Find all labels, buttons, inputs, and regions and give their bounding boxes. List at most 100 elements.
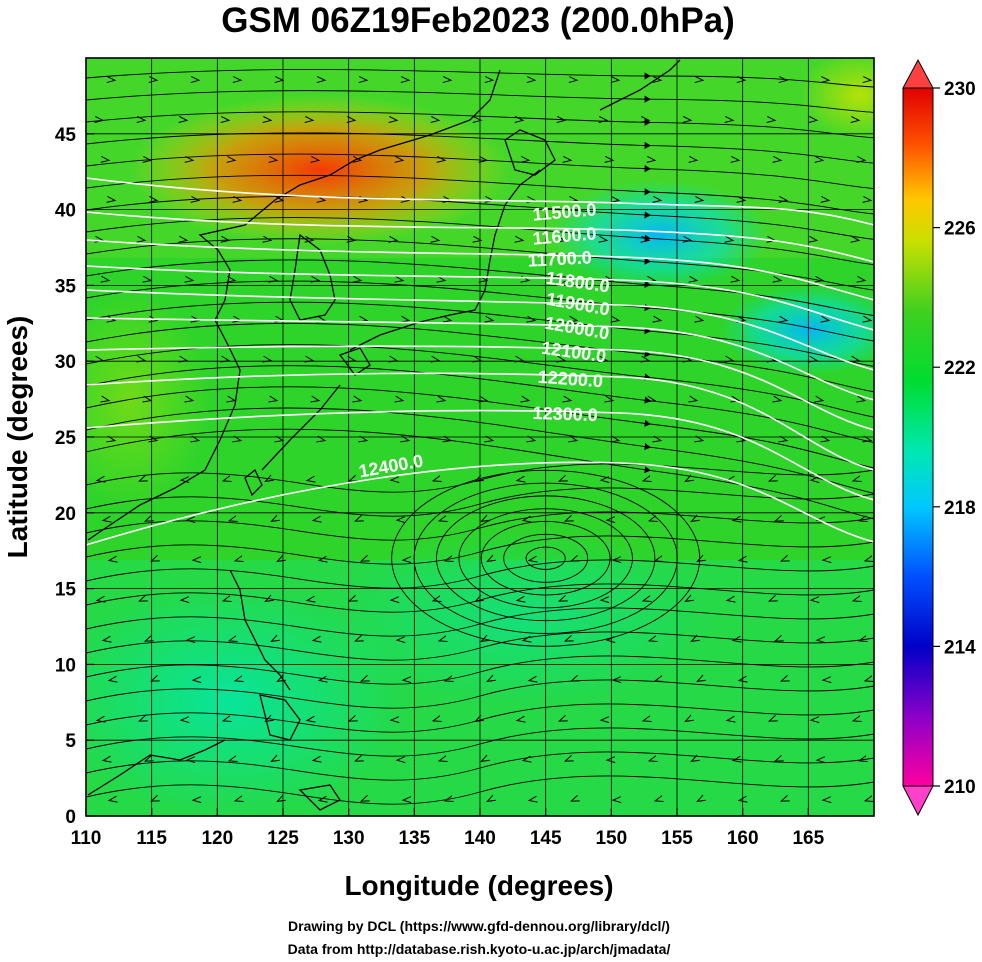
wind-arrow [736, 76, 747, 84]
streamline-swirl [480, 521, 611, 596]
wind-arrow [431, 475, 442, 483]
coastline-hokkaido [504, 129, 556, 176]
wind-arrow [598, 355, 609, 363]
wind-arrow [443, 675, 454, 683]
y-tick-label: 5 [65, 731, 76, 752]
wind-arrow [731, 515, 742, 523]
wind-arrow [778, 76, 789, 84]
wind-arrow [442, 315, 453, 323]
wind-arrow [185, 516, 196, 524]
wind-arrow [562, 156, 573, 163]
streamline [86, 280, 874, 342]
wind-arrow [694, 76, 705, 84]
wind-arrow [437, 755, 448, 763]
height-contour-line [86, 372, 874, 471]
wind-arrow [232, 195, 243, 203]
y-tick-label: 35 [55, 276, 77, 297]
y-tick-label: 30 [55, 352, 76, 373]
wind-arrow [136, 355, 147, 363]
streamline [86, 775, 874, 805]
wind-arrow [563, 634, 574, 642]
colorbar-tick-label: 230 [944, 79, 976, 100]
wind-arrow [107, 555, 118, 563]
streamline [86, 631, 874, 661]
wind-arrow [515, 595, 526, 603]
plot-area: 11500.011600.011700.011800.011900.012000… [86, 58, 874, 816]
wind-arrow [515, 475, 526, 483]
wind-arrow [304, 116, 315, 123]
y-tick-label: 10 [55, 655, 76, 676]
x-tick-label: 110 [71, 828, 102, 849]
wind-arrow [185, 636, 196, 644]
wind-arrow [526, 76, 537, 84]
wind-arrow [232, 76, 243, 84]
wind-arrow [652, 76, 663, 84]
wind-arrow [815, 756, 826, 764]
wind-arrow [724, 355, 735, 363]
wind-arrow [814, 395, 825, 403]
wind-arrow [863, 795, 874, 803]
wind-arrow [480, 754, 490, 763]
wind-arrow [436, 275, 447, 283]
wind-arrow [106, 435, 117, 443]
wind-arrow [527, 795, 538, 803]
wind-arrow [431, 715, 442, 723]
y-axis-title: Latitude (degrees) [2, 316, 33, 559]
wind-arrow [431, 595, 442, 603]
wind-arrow [437, 635, 448, 643]
wind-arrow [641, 475, 652, 483]
wind-arrow [652, 195, 663, 203]
wind-arrow [388, 355, 399, 363]
wind-arrow [857, 755, 868, 763]
y-tick-label: 0 [65, 807, 76, 828]
wind-arrow [142, 275, 153, 283]
streamline [86, 322, 874, 393]
wind-arrow [610, 76, 621, 84]
wind-arrow [148, 435, 159, 443]
wind-arrow [353, 754, 364, 762]
wind-arrow [820, 435, 831, 443]
wind-arrow [400, 195, 411, 203]
wind-arrow [767, 474, 778, 482]
wind-arrow [305, 475, 316, 483]
wind-arrow [486, 554, 496, 563]
wind-arrow [389, 716, 400, 724]
wind-arrow [268, 156, 279, 163]
wind-arrow [569, 554, 580, 562]
wind-arrow [191, 796, 202, 804]
teal-region-center [320, 530, 720, 710]
y-axis: 0 5 10 15 20 25 30 35 40 45 [55, 125, 94, 828]
wind-arrow [143, 754, 154, 762]
wind-arrow [520, 156, 531, 163]
wind-arrow [694, 195, 705, 203]
streamline [86, 727, 874, 757]
wind-arrow [514, 355, 525, 363]
wind-arrow [346, 355, 357, 363]
coastline-asia-mainland [87, 69, 501, 541]
wind-arrow [690, 754, 700, 763]
graticule [86, 58, 874, 816]
wind-arrow [400, 435, 411, 443]
wind-arrow [856, 275, 867, 283]
wind-arrow [185, 756, 196, 764]
streamline [86, 238, 874, 291]
wind-arrow [640, 235, 651, 243]
wind-arrow [730, 395, 741, 403]
wind-arrow [863, 555, 874, 563]
wind-arrow [472, 116, 483, 123]
wind-arrow [646, 395, 657, 403]
colorbar-max-arrow [902, 58, 934, 89]
wind-arrow [737, 795, 748, 803]
wind-arrow [486, 794, 496, 803]
wind-arrow [359, 674, 370, 682]
wind-arrow [682, 235, 693, 243]
wind-arrow [682, 116, 693, 123]
wind-arrow [652, 435, 663, 443]
wind-arrow [821, 556, 832, 564]
wind-arrow [220, 355, 231, 363]
height-contour-line [86, 461, 874, 546]
y-tick-label: 40 [55, 201, 76, 222]
wind-arrow [521, 635, 532, 643]
wind-arrow [148, 76, 159, 84]
wind-arrow [305, 595, 316, 603]
